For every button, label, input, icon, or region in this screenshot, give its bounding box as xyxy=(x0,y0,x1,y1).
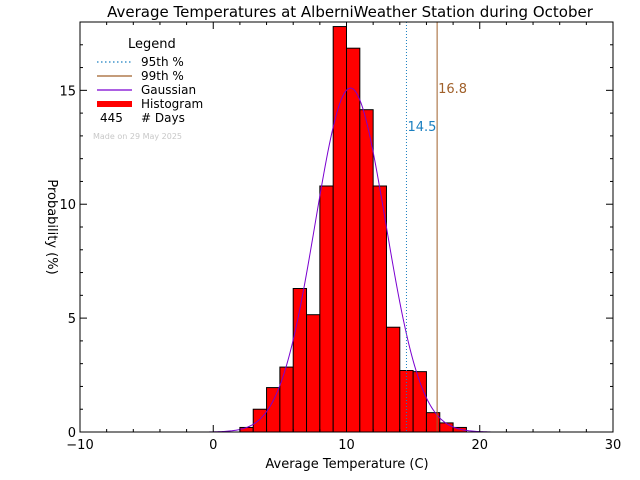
x-tick-label: 20 xyxy=(471,438,488,453)
legend-days-label: # Days xyxy=(141,111,185,125)
histogram-bar xyxy=(332,26,347,433)
percentile-95-label: 14.5 xyxy=(407,120,436,135)
histogram-bar xyxy=(239,426,254,433)
x-tick-label: −10 xyxy=(66,438,93,453)
y-tick-label: 5 xyxy=(68,312,76,327)
percentile-99-label: 16.8 xyxy=(438,82,467,97)
x-tick-label: 10 xyxy=(338,438,355,453)
x-tick-label: 30 xyxy=(605,438,622,453)
x-axis-ticks: −10 0 10 20 30 xyxy=(66,22,621,453)
histogram-bars xyxy=(239,26,467,433)
legend-days-count: 445 xyxy=(100,111,123,125)
y-tick-label: 15 xyxy=(59,84,76,99)
histogram-bar xyxy=(252,408,268,433)
legend-entry-95th: 95th % xyxy=(141,55,184,69)
histogram-bar xyxy=(306,314,321,433)
legend: Legend 95th % 99th % Gaussian Histogram … xyxy=(93,37,203,141)
gaussian-layer xyxy=(209,87,491,433)
histogram-bar xyxy=(385,326,401,433)
histogram-bar xyxy=(346,47,361,433)
y-axis-ticks: 0 5 10 15 xyxy=(59,44,613,441)
y-tick-label: 0 xyxy=(68,426,76,441)
x-tick-label: 0 xyxy=(209,438,217,453)
percentile-lines: 14.5 16.8 xyxy=(405,22,467,432)
y-tick-label: 10 xyxy=(59,198,76,213)
y-axis-label: Probability (%) xyxy=(44,179,59,274)
legend-title: Legend xyxy=(128,37,176,52)
x-axis-label: Average Temperature (C) xyxy=(265,457,428,472)
legend-entry-gaussian: Gaussian xyxy=(141,83,196,97)
histogram-bar xyxy=(319,185,334,433)
watermark-text: Made on 29 May 2025 xyxy=(93,132,182,141)
histogram-bar xyxy=(266,387,281,433)
legend-entry-99th: 99th % xyxy=(141,69,184,83)
histogram-bar xyxy=(439,422,454,433)
histogram-bar xyxy=(372,185,387,433)
legend-entry-histogram: Histogram xyxy=(141,97,203,111)
gaussian-curve xyxy=(209,87,491,433)
chart-title: Average Temperatures at AlberniWeather S… xyxy=(107,3,594,21)
histogram-bar xyxy=(279,366,294,433)
histogram-bar xyxy=(359,109,374,433)
